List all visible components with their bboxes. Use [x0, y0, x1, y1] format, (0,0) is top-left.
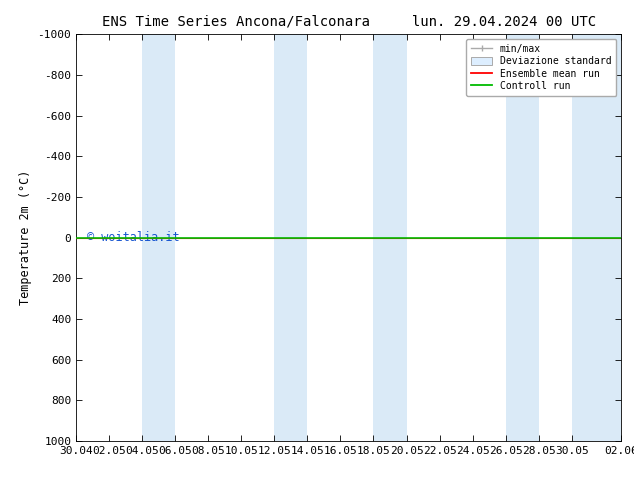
Bar [142, 34, 175, 441]
Bar [572, 34, 621, 441]
Legend: min/max, Deviazione standard, Ensemble mean run, Controll run: min/max, Deviazione standard, Ensemble m… [466, 39, 616, 96]
Y-axis label: Temperature 2m (°C): Temperature 2m (°C) [19, 170, 32, 305]
Bar [373, 34, 406, 441]
Bar [275, 34, 307, 441]
Bar [506, 34, 539, 441]
Text: © woitalia.it: © woitalia.it [87, 231, 179, 244]
Title: ENS Time Series Ancona/Falconara     lun. 29.04.2024 00 UTC: ENS Time Series Ancona/Falconara lun. 29… [101, 15, 596, 29]
